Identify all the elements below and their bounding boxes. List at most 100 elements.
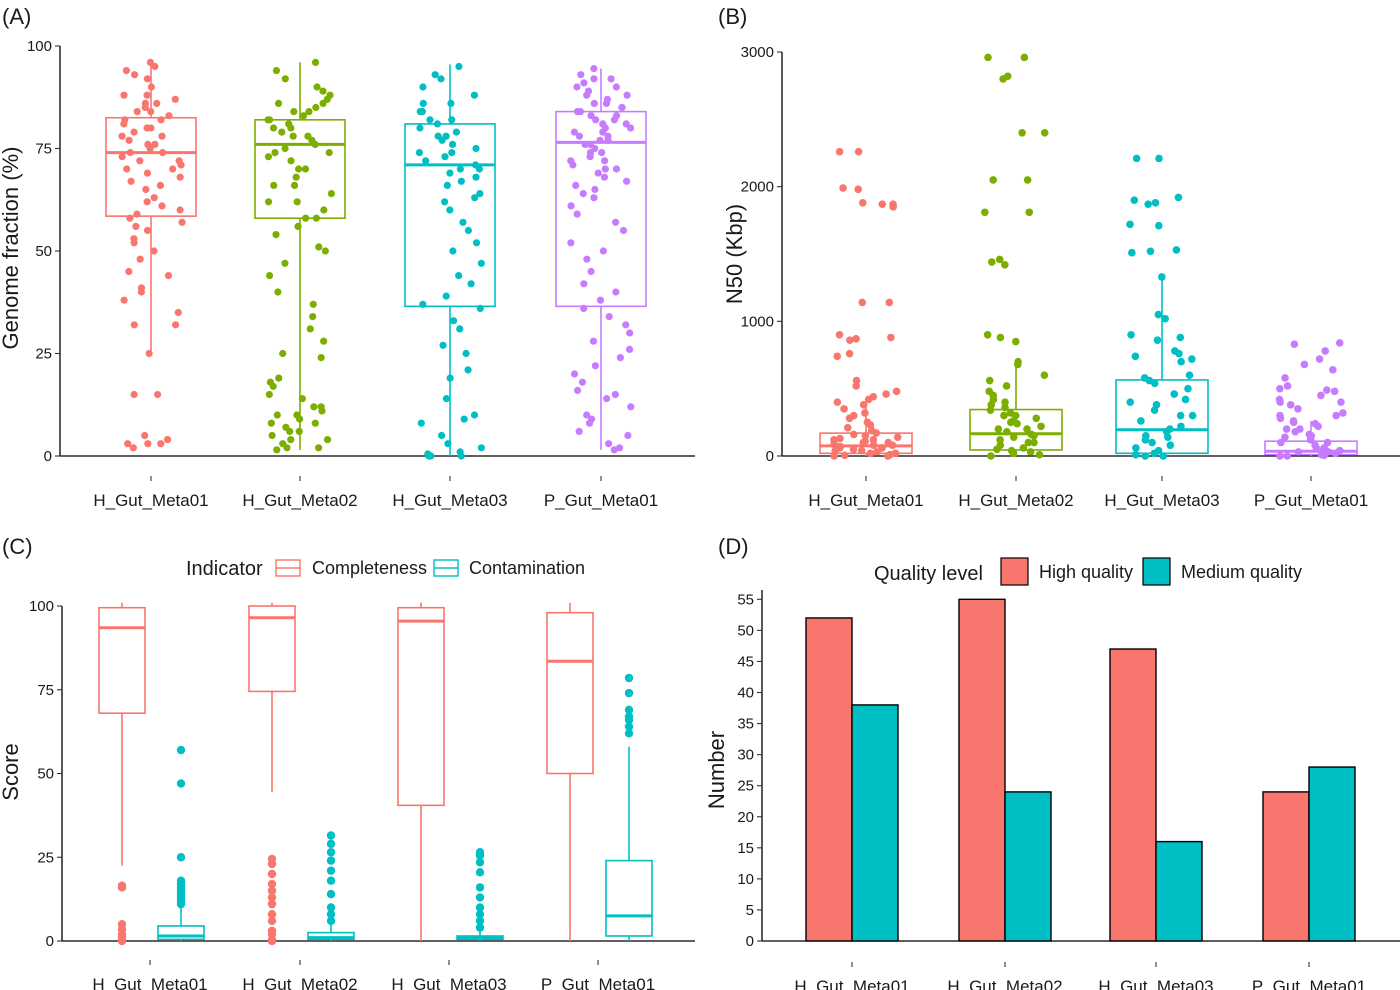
data-point [118,153,126,161]
y-tick-label: 1000 [741,313,774,330]
bars-high-quality [805,598,1310,942]
data-point [120,91,128,99]
legend-key-high-quality [1000,557,1029,586]
data-point [1294,448,1303,456]
data-point [833,398,842,406]
x-tick-label-p-gut-meta01: P_Gut_Meta01 [1252,977,1366,990]
box-p-gut-meta01 [555,68,647,450]
box-h-gut-meta02 [969,361,1063,456]
data-point [443,181,451,189]
data-point [1335,339,1344,347]
data-point [1172,246,1181,254]
data-point [1040,129,1049,137]
data-point [578,378,587,386]
x-tick-label-h-gut-meta02: H_Gut_Meta02 [958,491,1073,510]
iqr-box [404,123,496,308]
data-point [143,226,152,235]
outlier-point [624,715,634,725]
data-point [293,411,301,419]
data-point [1281,433,1289,441]
data-point [1003,427,1011,436]
data-point [1141,436,1150,444]
data-point [476,304,484,312]
data-point [1337,398,1345,406]
data-point [1131,352,1140,361]
data-point [142,185,150,194]
data-point [1025,208,1034,217]
data-point [984,53,992,62]
data-point [143,169,152,177]
outlier-point [475,858,485,867]
outlier-point [475,868,485,877]
y-tick-label: 50 [35,243,52,260]
data-point [605,440,613,448]
data-point [299,112,308,120]
data-point [581,140,589,148]
data-point [306,325,314,333]
outlier-point [624,729,634,738]
data-point [283,444,291,452]
outlier-point [475,923,485,932]
data-point [601,157,609,165]
x-tick-label-p-gut-meta01: P_Gut_Meta01 [1254,491,1368,510]
outlier-point [267,936,277,946]
data-point [626,329,634,337]
data-point [123,165,131,173]
panel-a-tag: (A) [2,4,31,29]
data-point [1141,452,1150,460]
data-point [994,425,1003,433]
points-h-gut-meta01 [830,147,902,460]
data-point [268,431,276,440]
points-p-gut-meta01 [567,64,635,454]
data-point [477,444,485,452]
data-point [455,272,463,280]
panel-c-plot-area: 0 25 50 75 100 H_Gut_Meta01 H_Gut_Meta02 H_Gut_… [29,598,695,990]
iqr-box [254,119,346,220]
data-point [274,99,283,107]
data-point [444,440,452,448]
data-point [1032,414,1041,423]
bar-medium-quality-h-gut-meta02 [1004,791,1052,942]
x-tick-label-h-gut-meta03: H_Gut_Meta03 [1098,977,1213,990]
outlier-point [475,903,485,912]
data-point [309,313,317,321]
iqr-box [157,925,205,941]
data-point [136,255,144,263]
data-point [301,165,310,173]
outliers-contamination-h-gut-meta01 [176,745,186,909]
data-point [1283,452,1292,460]
data-point [580,304,588,312]
data-point [319,99,327,107]
panel-d-y-axis-label: Number [704,731,729,809]
data-point [625,345,634,353]
box-h-gut-meta02 [254,62,346,450]
outlier-point [326,866,336,875]
data-point [869,436,878,444]
data-point [442,395,451,403]
data-point [1019,444,1028,452]
data-point [1000,411,1008,420]
data-point [835,331,844,339]
data-point [126,214,134,222]
data-point [150,247,158,255]
data-point [417,419,425,427]
data-point [467,280,475,288]
data-point [627,403,635,411]
panel-d-plot-area: 0 5 10 15 20 25 30 35 40 45 50 55 H_Gut_Meta01 H_Gut_… [737,590,1400,990]
data-point [439,341,447,349]
outlier-point [267,879,277,889]
data-point [995,255,1004,264]
y-tick-label: 0 [746,933,754,950]
data-point [270,181,278,189]
data-point [1148,438,1156,447]
data-point [312,214,321,222]
outlier-point [475,910,485,919]
data-point [981,208,989,217]
data-point [130,128,138,136]
y-tick-label: 50 [37,766,54,783]
data-point [459,218,467,226]
outlier-point [176,899,186,909]
y-tick-label: 25 [37,849,54,866]
data-point [577,71,585,79]
data-point [1282,425,1291,433]
